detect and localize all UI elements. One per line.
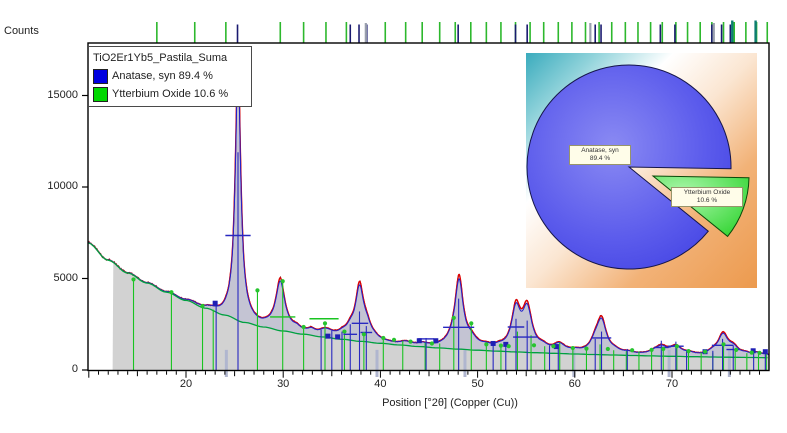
ytterbium-dot-marker: [322, 321, 328, 326]
plot-legend[interactable]: TiO2Er1Yb5_Pastila_Suma Anatase, syn 89.…: [88, 46, 252, 107]
ytterbium-dot-marker: [408, 339, 413, 344]
ytterbium-dot-marker: [506, 344, 511, 349]
anatase-square-marker: [212, 300, 218, 306]
x-tick-label: 30: [277, 378, 290, 390]
legend-title-row: TiO2Er1Yb5_Pastila_Suma: [93, 49, 247, 67]
y-tick-label: 0: [71, 363, 78, 375]
anatase-color-swatch: [93, 68, 108, 84]
ytterbium-dot-marker: [531, 343, 537, 348]
anatase-square-marker: [335, 334, 341, 340]
x-tick-label: 40: [374, 378, 387, 390]
y-tick-label: 10000: [47, 180, 78, 192]
ytterbium-dot-marker: [584, 346, 589, 351]
ytterbium-legend-label: Ytterbium Oxide 10.6 %: [112, 88, 229, 100]
ytterbium-dot-marker: [702, 349, 708, 354]
anatase-square-marker: [762, 349, 768, 355]
ytterbium-dot-marker: [391, 337, 397, 342]
pie-slice-label-ytterbium: Ytterbium Oxide 10.6 %: [671, 187, 743, 207]
ytterbium-dot-marker: [451, 315, 456, 320]
ytterbium-dot-marker: [686, 349, 691, 354]
y-tick-label: 15000: [47, 88, 78, 101]
scan-name: TiO2Er1Yb5_Pastila_Suma: [93, 52, 228, 64]
anatase-square-marker: [490, 340, 496, 346]
legend-item-anatase[interactable]: Anatase, syn 89.4 %: [93, 67, 247, 85]
ytterbium-dot-marker: [342, 329, 347, 334]
ytterbium-dot-marker: [361, 332, 366, 337]
pie-slice-label-anatase: Anatase, syn 89.4 %: [569, 145, 631, 165]
ytterbium-dot-marker: [469, 321, 474, 326]
pie-anatase-name: Anatase, syn: [581, 147, 619, 154]
anatase-square-marker: [750, 348, 756, 354]
x-tick-label: 70: [665, 378, 679, 390]
ytterbium-color-swatch: [93, 86, 108, 102]
ytterbium-dot-marker: [749, 350, 754, 355]
y-axis-title: Counts: [4, 25, 39, 37]
legend-item-ytterbium[interactable]: Ytterbium Oxide 10.6 %: [93, 85, 247, 103]
anatase-square-marker: [325, 333, 331, 339]
ytterbium-dot-marker: [721, 342, 726, 347]
ytterbium-dot-marker: [630, 348, 635, 353]
ytterbium-dot-marker: [661, 346, 666, 352]
ytterbium-dot-marker: [301, 324, 306, 330]
ytterbium-dot-marker: [498, 343, 504, 348]
ytterbium-dot-marker: [570, 345, 575, 351]
anatase-square-marker: [553, 344, 559, 350]
anatase-square-marker: [433, 338, 439, 344]
x-tick-label: 20: [179, 378, 193, 390]
pie-slice-anatase: [526, 64, 732, 270]
pie-ytterbium-pct: 10.6 %: [696, 196, 718, 204]
x-tick-label: 60: [568, 378, 581, 390]
pie-ytterbium-name: Ytterbium Oxide: [683, 189, 731, 196]
pie-anatase-pct: 89.4 %: [589, 154, 611, 162]
ytterbium-dot-marker: [551, 344, 556, 349]
y-tick-label: 5000: [53, 271, 78, 284]
ytterbium-dot-marker: [429, 341, 435, 346]
ytterbium-dot-marker: [280, 279, 285, 284]
ytterbium-dot-marker: [169, 290, 174, 295]
anatase-square-marker: [503, 341, 509, 347]
ytterbium-dot-marker: [200, 303, 205, 309]
ytterbium-dot-marker: [757, 350, 762, 355]
x-axis-title: Position [°2θ] (Copper (Cu)): [382, 397, 518, 409]
anatase-legend-label: Anatase, syn 89.4 %: [112, 70, 213, 82]
anatase-square-marker: [416, 338, 422, 344]
ytterbium-dot-marker: [381, 335, 386, 341]
ytterbium-dot-marker: [605, 346, 610, 352]
ytterbium-dot-marker: [674, 344, 679, 349]
ytterbium-dot-marker: [131, 277, 136, 282]
phase-pie-chart-inset[interactable]: [526, 53, 757, 288]
x-tick-label: 50: [471, 378, 484, 390]
ytterbium-dot-marker: [255, 288, 260, 293]
ytterbium-dot-marker: [484, 342, 489, 347]
ytterbium-dot-marker: [734, 347, 739, 352]
ytterbium-dot-marker: [649, 347, 654, 352]
